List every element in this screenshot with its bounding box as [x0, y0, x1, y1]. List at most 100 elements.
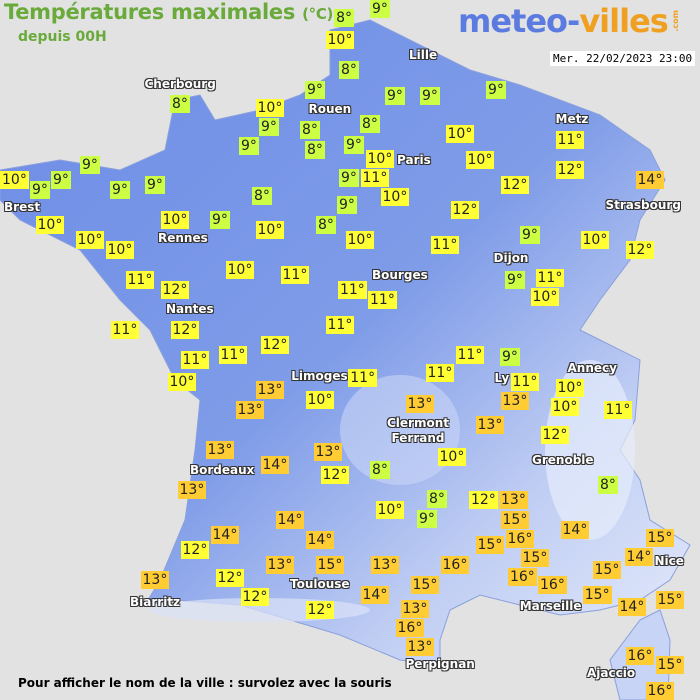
temperature-label[interactable]: 11° — [368, 291, 397, 309]
temperature-label[interactable]: 11° — [430, 236, 460, 254]
temperature-label[interactable]: 14° — [360, 586, 390, 604]
temperature-label[interactable]: 11° — [337, 281, 367, 299]
temperature-label[interactable]: 9° — [370, 0, 390, 18]
temperature-label[interactable]: 9° — [344, 136, 364, 154]
temperature-label[interactable]: 8° — [598, 476, 618, 494]
temperature-label[interactable]: 12° — [320, 466, 350, 484]
temperature-label[interactable]: 13° — [370, 556, 400, 574]
temperature-label[interactable]: 8° — [305, 141, 325, 159]
temperature-label[interactable]: 12° — [450, 201, 480, 219]
temperature-label[interactable]: 9° — [505, 271, 525, 289]
temperature-label[interactable]: 8° — [334, 9, 355, 27]
temperature-label[interactable]: 11° — [510, 372, 540, 391]
temperature-label[interactable]: 10° — [550, 398, 580, 416]
temperature-label[interactable]: 16° — [507, 568, 537, 587]
temperature-label[interactable]: 10° — [365, 150, 395, 169]
temperature-label[interactable]: 9° — [80, 156, 100, 174]
temperature-label[interactable]: 10° — [305, 391, 335, 409]
temperature-label[interactable]: 9° — [239, 136, 259, 155]
temperature-label[interactable]: 12° — [468, 491, 498, 509]
temperature-label[interactable]: 10° — [160, 211, 190, 229]
temperature-label[interactable]: 10° — [255, 221, 285, 239]
temperature-label[interactable]: 10° — [255, 98, 285, 117]
temperature-label[interactable]: 13° — [235, 401, 265, 419]
temperature-label[interactable]: 13° — [475, 416, 505, 434]
temperature-label[interactable]: 9° — [29, 181, 50, 199]
temperature-label[interactable]: 8° — [370, 461, 390, 479]
meteo-villes-logo[interactable]: meteo-villes .com — [458, 2, 680, 40]
temperature-label[interactable]: 9° — [500, 348, 520, 366]
temperature-label[interactable]: 11° — [280, 266, 310, 284]
temperature-label[interactable]: 12° — [180, 541, 210, 559]
temperature-label[interactable]: 16° — [538, 576, 567, 594]
temperature-label[interactable]: 15° — [315, 556, 345, 574]
temperature-label[interactable]: 9° — [337, 196, 357, 214]
temperature-label[interactable]: 15° — [475, 536, 505, 554]
temperature-label[interactable]: 11° — [535, 268, 565, 287]
temperature-label[interactable]: 9° — [420, 87, 440, 105]
temperature-label[interactable]: 12° — [625, 241, 655, 259]
temperature-label[interactable]: 12° — [305, 601, 335, 619]
temperature-label[interactable]: 11° — [425, 364, 455, 382]
temperature-label[interactable]: 11° — [218, 346, 248, 364]
temperature-label[interactable]: 10° — [0, 171, 29, 189]
temperature-label[interactable]: 10° — [225, 261, 255, 279]
temperature-label[interactable]: 14° — [260, 456, 290, 474]
temperature-label[interactable]: 9° — [305, 81, 325, 99]
temperature-label[interactable]: 11° — [348, 369, 378, 387]
temperature-label[interactable]: 13° — [313, 443, 343, 461]
temperature-label[interactable]: 9° — [417, 510, 437, 528]
temperature-label[interactable]: 12° — [240, 588, 270, 606]
temperature-label[interactable]: 10° — [167, 373, 197, 391]
temperature-label[interactable]: 10° — [465, 151, 495, 169]
temperature-label[interactable]: 8° — [316, 216, 336, 234]
temperature-label[interactable]: 10° — [530, 288, 560, 306]
temperature-label[interactable]: 12° — [540, 426, 570, 444]
temperature-label[interactable]: 10° — [325, 31, 355, 49]
temperature-label[interactable]: 15° — [655, 591, 685, 609]
temperature-label[interactable]: 9° — [110, 181, 130, 199]
temperature-label[interactable]: 11° — [555, 131, 585, 149]
temperature-label[interactable]: 16° — [440, 556, 470, 574]
temperature-label[interactable]: 16° — [625, 647, 655, 666]
temperature-label[interactable]: 9° — [259, 117, 279, 136]
temperature-label[interactable]: 10° — [345, 231, 375, 249]
temperature-label[interactable]: 10° — [75, 231, 105, 249]
temperature-label[interactable]: 10° — [105, 241, 135, 259]
temperature-label[interactable]: 9° — [145, 176, 165, 194]
temperature-label[interactable]: 14° — [275, 511, 305, 529]
temperature-label[interactable]: 11° — [455, 346, 485, 364]
temperature-label[interactable]: 8° — [427, 490, 447, 508]
temperature-label[interactable]: 13° — [405, 395, 435, 413]
temperature-label[interactable]: 9° — [339, 169, 359, 187]
temperature-label[interactable]: 11° — [125, 271, 155, 289]
temperature-label[interactable]: 14° — [560, 521, 590, 539]
temperature-label[interactable]: 9° — [486, 81, 506, 99]
temperature-label[interactable]: 12° — [260, 336, 290, 354]
temperature-label[interactable]: 12° — [215, 568, 245, 587]
temperature-label[interactable]: 9° — [50, 171, 71, 189]
temperature-label[interactable]: 14° — [617, 598, 647, 616]
temperature-label[interactable]: 13° — [400, 600, 430, 619]
temperature-label[interactable]: 8° — [170, 95, 190, 113]
temperature-label[interactable]: 15° — [655, 656, 685, 674]
temperature-label[interactable]: 10° — [35, 216, 65, 235]
temperature-label[interactable]: 15° — [500, 511, 530, 529]
temperature-label[interactable]: 13° — [140, 571, 170, 589]
temperature-label[interactable]: 10° — [555, 378, 585, 397]
temperature-label[interactable]: 9° — [385, 87, 405, 105]
temperature-label[interactable]: 12° — [160, 281, 190, 299]
temperature-label[interactable]: 11° — [325, 316, 355, 334]
temperature-label[interactable]: 8° — [360, 115, 380, 133]
temperature-label[interactable]: 13° — [177, 481, 207, 499]
temperature-label[interactable]: 14° — [624, 548, 654, 566]
temperature-label[interactable]: 15° — [520, 549, 550, 568]
temperature-label[interactable]: 14° — [210, 526, 240, 544]
temperature-label[interactable]: 13° — [405, 638, 435, 657]
temperature-label[interactable]: 13° — [265, 556, 295, 574]
temperature-label[interactable]: 13° — [500, 392, 530, 410]
temperature-label[interactable]: 9° — [520, 226, 540, 244]
temperature-label[interactable]: 12° — [500, 176, 530, 194]
temperature-label[interactable]: 14° — [635, 171, 665, 189]
temperature-label[interactable]: 15° — [592, 561, 622, 579]
